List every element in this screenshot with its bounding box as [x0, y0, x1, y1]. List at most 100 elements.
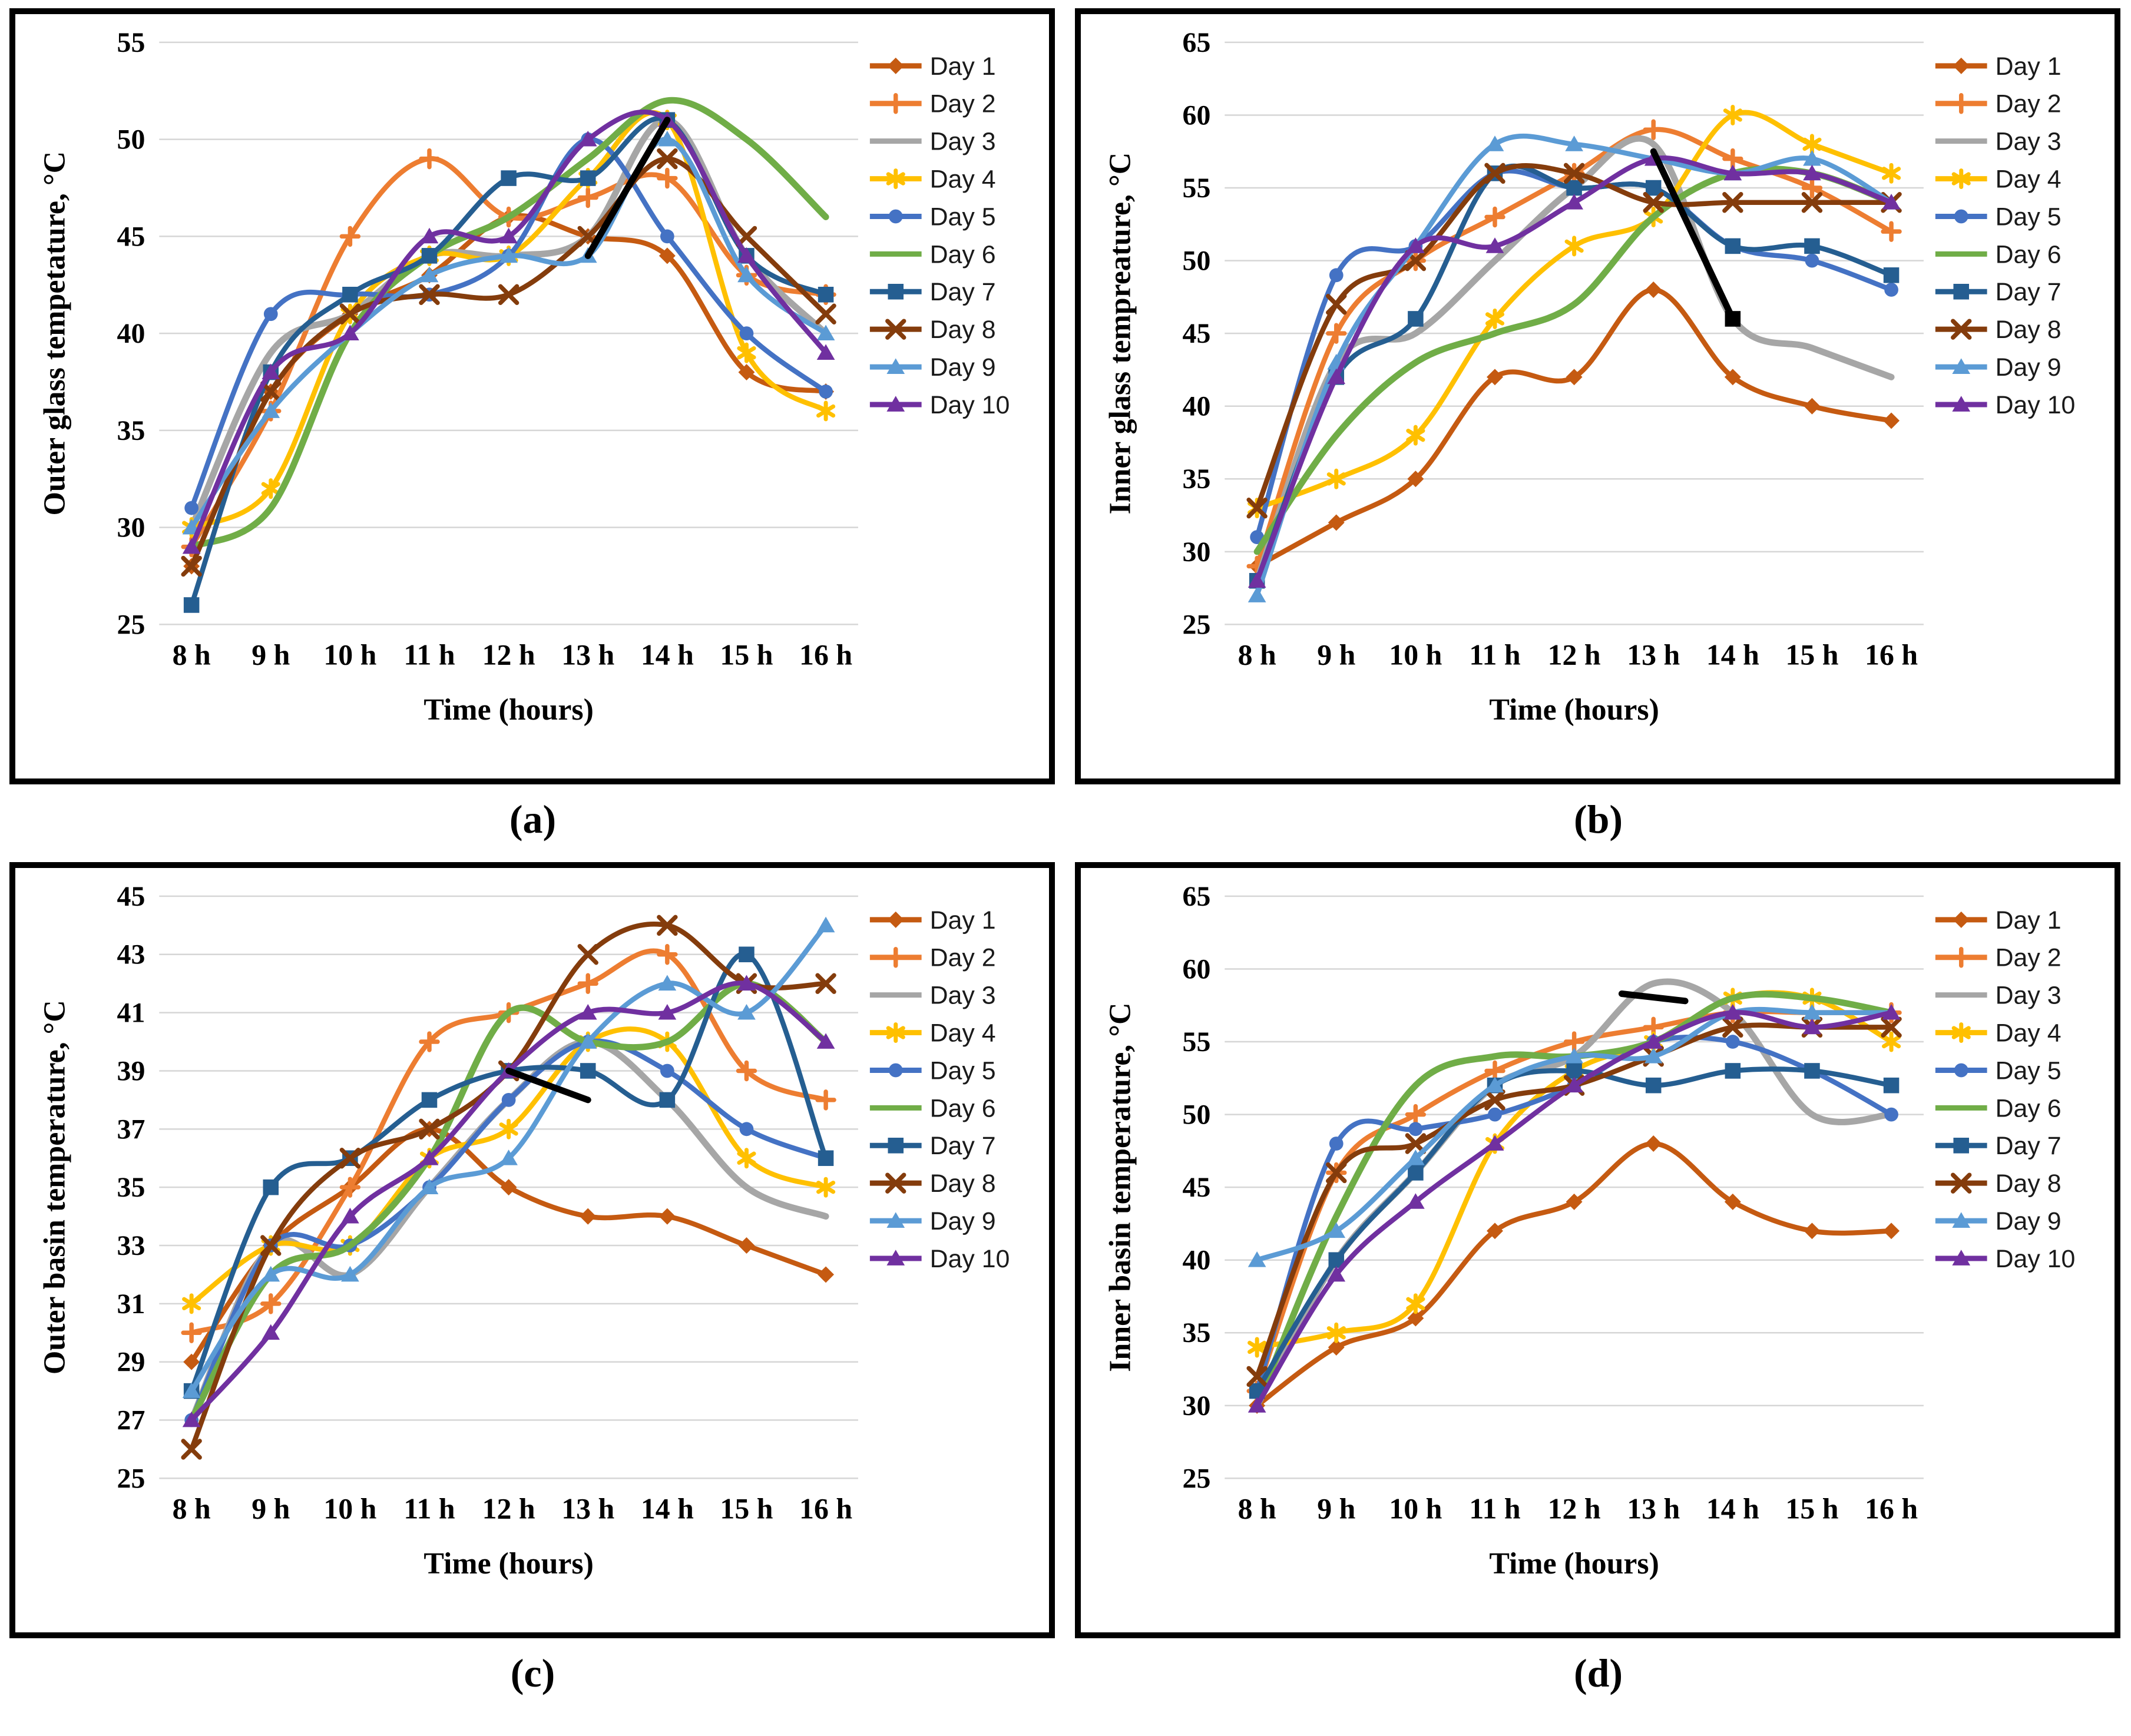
black-segment-line: [1650, 148, 1736, 322]
panel-b: 25 30 35 40 45 50 55 60 65 8 h 9 h 10 h 11 h 12 h 13 h…: [1075, 8, 2120, 784]
y-tick-label: 25: [117, 1463, 145, 1494]
plus-marker: [885, 947, 906, 968]
triangle-marker: [1565, 135, 1583, 151]
circle-marker: [1805, 253, 1819, 268]
series-day-5: [184, 132, 833, 515]
asterisk-marker: [1802, 134, 1822, 155]
y-axis-title: Inner glass tempreature, °C: [1104, 153, 1137, 515]
triangle-marker: [578, 1033, 597, 1049]
x-marker: [1246, 1366, 1268, 1387]
legend-entry-day-3: Day 3: [1935, 128, 2061, 156]
circle-marker: [1725, 1035, 1740, 1049]
circle-marker: [1884, 1107, 1898, 1122]
triangle-marker: [886, 396, 905, 412]
y-tick-labels: 25 30 35 40 45 50 55: [117, 27, 145, 641]
x-tick-label: 9 h: [252, 1492, 290, 1525]
diamond-marker: [1883, 1223, 1900, 1240]
legend-label: Day 7: [930, 278, 996, 306]
x-marker: [1881, 1016, 1902, 1038]
legend-entry-day-10: Day 10: [1935, 391, 2076, 419]
y-tick-label: 30: [1183, 1390, 1211, 1422]
x-tick-label: 10 h: [1389, 638, 1442, 671]
x-marker: [657, 148, 678, 170]
triangle-marker: [1644, 1048, 1663, 1064]
series-group: [181, 915, 836, 1460]
legend-label: Day 10: [1996, 391, 2076, 419]
x-marker: [1484, 1089, 1505, 1111]
x-marker: [1326, 294, 1347, 315]
series-line: [188, 980, 829, 1424]
x-tick-label: 15 h: [1785, 1492, 1838, 1525]
triangle-marker: [1952, 396, 1971, 412]
asterisk-marker: [499, 1118, 518, 1139]
diamond-marker: [1804, 397, 1821, 415]
y-tick-label: 50: [1183, 246, 1211, 277]
square-marker: [1883, 267, 1900, 283]
plus-marker: [1484, 206, 1505, 228]
legend-label: Day 8: [1996, 316, 2061, 344]
triangle-marker: [262, 1265, 280, 1282]
plus-marker: [885, 93, 906, 114]
x-tick-label: 16 h: [1865, 638, 1918, 671]
plus-marker: [339, 1177, 361, 1198]
triangle-marker: [1485, 1135, 1504, 1151]
legend-entry-day-1: Day 1: [1935, 52, 2061, 81]
square-marker: [501, 170, 517, 186]
x-tick-label: 16 h: [799, 638, 852, 671]
series-day-6: [188, 980, 829, 1424]
asterisk-marker: [182, 1293, 201, 1314]
legend-entry-day-4: Day 4: [869, 165, 996, 194]
asterisk-marker: [1326, 468, 1346, 489]
y-tick-label: 30: [1183, 536, 1211, 568]
legend-entry-day-6: Day 6: [869, 1094, 996, 1122]
triangle-marker: [341, 1265, 359, 1282]
legend-label: Day 5: [1996, 1056, 2061, 1085]
x-marker: [1951, 319, 1972, 340]
circle-marker: [1488, 1107, 1502, 1122]
series-line: [1254, 168, 1894, 540]
legend-label: Day 7: [930, 1132, 996, 1160]
asterisk-marker: [1248, 1337, 1267, 1358]
square-marker: [1408, 311, 1424, 327]
y-tick-label: 41: [117, 998, 145, 1029]
legend: Day 1 Day 2 Day 3 Day 4 Day 5 Day 6 Day 7 Day 8…: [1935, 52, 2076, 419]
x-marker: [1405, 1133, 1427, 1154]
triangle-marker: [182, 1411, 201, 1427]
asterisk-marker: [737, 1148, 756, 1169]
legend-entry-day-6: Day 6: [869, 240, 996, 269]
triangle-marker: [1803, 164, 1821, 181]
diamond-marker: [183, 1353, 200, 1370]
black-overlay-segment: [505, 1067, 591, 1104]
series-line: [188, 110, 829, 530]
legend-label: Day 3: [930, 128, 996, 156]
x-tick-label: 8 h: [1238, 638, 1276, 671]
x-tick-label: 16 h: [799, 1492, 852, 1525]
x-marker: [1722, 192, 1743, 213]
legend-label: Day 9: [930, 1207, 996, 1235]
y-tick-label: 50: [1183, 1099, 1211, 1131]
plus-marker: [1405, 1104, 1427, 1125]
triangle-marker: [1407, 1193, 1425, 1209]
legend-entry-day-1: Day 1: [1935, 906, 2061, 935]
caption-b: (b): [1573, 796, 1623, 842]
circle-marker: [819, 385, 833, 399]
y-tick-label: 29: [117, 1347, 145, 1378]
legend-label: Day 5: [930, 203, 996, 231]
plus-marker: [1951, 947, 1972, 968]
legend-label: Day 5: [1996, 203, 2061, 231]
triangle-marker: [1248, 1397, 1266, 1413]
chart-canvas-inner-basin: 25 30 35 40 45 50 55 60 65 8 h 9 h 10 h 11 h 12 h 13 h…: [1104, 881, 2076, 1581]
plus-marker: [736, 1060, 757, 1082]
legend-label: Day 8: [1996, 1170, 2061, 1198]
y-tick-label: 55: [1183, 173, 1211, 204]
plus-marker: [181, 1322, 202, 1344]
circle-marker: [660, 1064, 674, 1078]
square-marker: [1725, 1063, 1741, 1079]
series-line: [188, 137, 829, 511]
triangle-marker: [182, 1382, 201, 1399]
triangle-marker: [1248, 587, 1266, 602]
triangle-marker: [499, 1149, 518, 1165]
triangle-marker: [1565, 194, 1583, 210]
asterisk-marker: [1406, 425, 1425, 446]
x-marker: [736, 226, 757, 247]
